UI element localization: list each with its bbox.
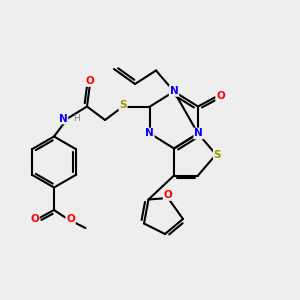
Text: O: O bbox=[85, 76, 94, 86]
Text: O: O bbox=[66, 214, 75, 224]
Text: O: O bbox=[164, 190, 172, 200]
Text: N: N bbox=[169, 86, 178, 96]
Text: O: O bbox=[30, 214, 39, 224]
Text: S: S bbox=[214, 149, 221, 160]
Text: S: S bbox=[119, 100, 127, 110]
Text: N: N bbox=[145, 128, 154, 139]
Text: N: N bbox=[58, 113, 68, 124]
Text: O: O bbox=[216, 91, 225, 101]
Text: H: H bbox=[74, 114, 80, 123]
Text: N: N bbox=[194, 128, 203, 139]
